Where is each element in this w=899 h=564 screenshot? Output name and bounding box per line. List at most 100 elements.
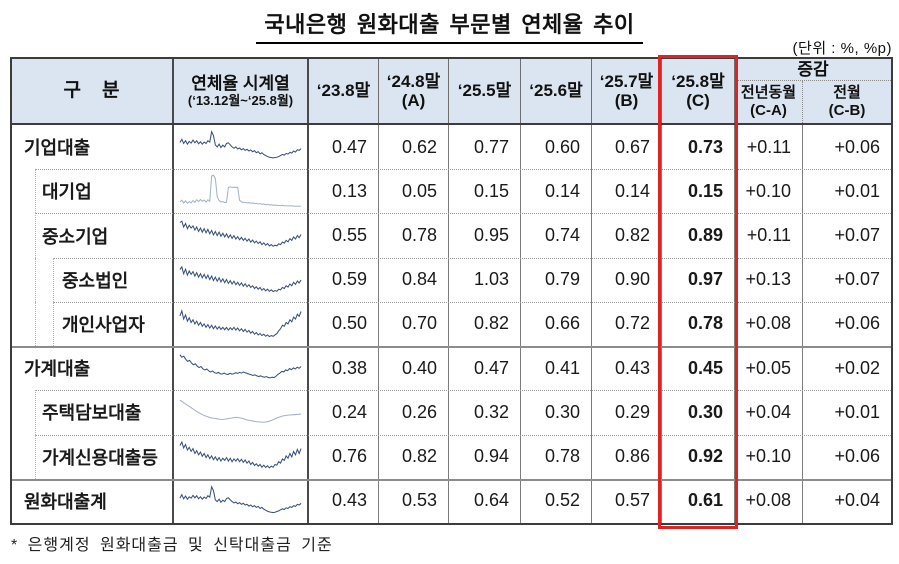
table-row: 원화대출계 0.43 0.53 0.64 0.52 0.57 0.61 +0.0…: [12, 478, 891, 523]
sparkline-chart: [179, 130, 302, 159]
value-cell: 0.24: [309, 390, 379, 435]
highlighted-value-cell: 0.89: [662, 213, 735, 258]
value-cell: 0.74: [521, 213, 592, 258]
value-cell: 0.84: [379, 257, 449, 302]
change-cell: +0.02: [834, 357, 880, 378]
column-header-period: ‘25.6말: [521, 59, 592, 123]
change-cell: +0.11: [735, 213, 803, 258]
title-wrap: 국내은행 원화대출 부문별 연체율 추이: [0, 7, 899, 44]
change-cell: +0.07: [834, 225, 880, 246]
value-cell: 0.47: [309, 125, 379, 170]
sparkline-cell: [174, 257, 309, 302]
value-cell: 0.30: [521, 390, 592, 435]
value-cell: 0.52: [521, 478, 592, 523]
change-cell: +0.08: [735, 478, 803, 523]
sparkline-cell: [174, 478, 309, 523]
change-cell: +0.07: [834, 269, 880, 290]
highlighted-value-cell: 0.92: [662, 434, 735, 479]
column-header-category: 구 분: [12, 59, 174, 123]
sparkline-chart: [179, 440, 302, 469]
value-cell: 0.59: [309, 257, 379, 302]
value-cell: 0.79: [521, 257, 592, 302]
value-cell: 0.95: [449, 213, 521, 258]
column-header-yoy-change: 전년동월 (C-A): [735, 81, 803, 123]
change-subheaders: 전년동월 (C-A) 전월 (C-B): [735, 81, 891, 123]
category-cell: 가계대출: [12, 346, 174, 391]
row-label: 기업대출: [24, 138, 91, 159]
value-cell: 0.32: [449, 390, 521, 435]
column-group-change: 증감 전년동월 (C-A) 전월 (C-B): [735, 59, 891, 123]
value-cell: 0.78: [379, 213, 449, 258]
page-title: 국내은행 원화대출 부문별 연체율 추이: [256, 7, 643, 44]
sparkline-chart: [179, 174, 302, 208]
table-row: 가계신용대출등 0.76 0.82 0.94 0.78 0.86 0.92 +0…: [12, 434, 891, 479]
table-row: 주택담보대출 0.24 0.26 0.32 0.30 0.29 0.30 +0.…: [12, 390, 891, 435]
value-cell: 0.43: [309, 478, 379, 523]
table-header: 구 분 연체율 시계열 (‘13.12월~‘25.8월) ‘23.8말 ‘24.8…: [12, 59, 891, 125]
unit-note: (단위 : %, %p): [792, 40, 892, 57]
row-label: 주택담보대출: [42, 403, 142, 424]
table-row: 기업대출 0.47 0.62 0.77 0.60 0.67 0.73 +0.11…: [12, 125, 891, 170]
value-cell: 0.94: [449, 434, 521, 479]
sparkline-cell: [174, 301, 309, 347]
category-cell: 가계신용대출등: [12, 434, 174, 479]
value-cell: 0.43: [592, 346, 662, 391]
sparkline-cell: [174, 213, 309, 258]
change-cell: +0.06: [834, 446, 880, 467]
value-cell: 0.82: [449, 301, 521, 347]
category-cell: 중소법인: [12, 257, 174, 302]
category-cell: 기업대출: [12, 125, 174, 170]
column-header-timeseries: 연체율 시계열 (‘13.12월~‘25.8월): [174, 59, 309, 123]
value-cell: 0.15: [449, 169, 521, 214]
table-row: 개인사업자 0.50 0.70 0.82 0.66 0.72 0.78 +0.0…: [12, 301, 891, 347]
timeseries-label: 연체율 시계열: [191, 73, 290, 93]
row-label: 중소법인: [62, 270, 129, 291]
change-cell: +0.04: [735, 390, 803, 435]
highlighted-value-cell: 0.78: [662, 301, 735, 347]
highlighted-value-cell: 0.97: [662, 257, 735, 302]
value-cell: 0.53: [379, 478, 449, 523]
value-cell: 0.90: [592, 257, 662, 302]
change-cell: +0.01: [834, 180, 880, 201]
highlighted-value-cell: 0.15: [662, 169, 735, 214]
sparkline-cell: [174, 346, 309, 391]
column-header-period: ‘25.7말 (B): [592, 59, 662, 123]
value-cell: 0.29: [592, 390, 662, 435]
value-cell: 0.60: [521, 125, 592, 170]
table-body: 기업대출 0.47 0.62 0.77 0.60 0.67 0.73 +0.11…: [12, 125, 891, 523]
value-cell: 0.38: [309, 346, 379, 391]
sparkline-chart: [179, 220, 302, 248]
value-cell: 0.05: [379, 169, 449, 214]
column-header-period: ‘23.8말: [309, 59, 379, 123]
row-label: 원화대출계: [24, 491, 107, 512]
category-cell: 중소기업: [12, 213, 174, 258]
sparkline-chart: [179, 484, 302, 513]
row-label: 가계신용대출등: [42, 447, 158, 468]
value-cell: 1.03: [449, 257, 521, 302]
table-row: 가계대출 0.38 0.40 0.47 0.41 0.43 0.45 +0.05…: [12, 346, 891, 391]
change-cell: +0.10: [735, 169, 803, 214]
row-label: 중소기업: [42, 226, 109, 247]
sparkline-chart: [179, 265, 302, 292]
highlighted-value-cell: 0.30: [662, 390, 735, 435]
change-cell: +0.08: [735, 301, 803, 347]
value-cell: 0.86: [592, 434, 662, 479]
change-cell: +0.06: [834, 313, 880, 334]
value-cell: 0.40: [379, 346, 449, 391]
row-label: 대기업: [42, 182, 92, 203]
table-row: 중소기업 0.55 0.78 0.95 0.74 0.82 0.89 +0.11…: [12, 213, 891, 258]
row-label: 가계대출: [24, 359, 91, 380]
column-header-period: ‘25.5말: [449, 59, 521, 123]
change-cell: +0.13: [735, 257, 803, 302]
column-header-mom-change: 전월 (C-B): [828, 84, 866, 119]
sparkline-chart: [179, 354, 302, 379]
column-header-period-highlighted: ‘25.8말 (C): [662, 59, 735, 123]
sparkline-cell: [174, 125, 309, 170]
change-cell: +0.06: [834, 136, 880, 157]
change-cell: +0.04: [834, 490, 880, 511]
sparkline-cell: [174, 434, 309, 479]
category-cell: 개인사업자: [12, 301, 174, 347]
highlighted-value-cell: 0.61: [662, 478, 735, 523]
change-group-label: 증감: [735, 59, 891, 81]
